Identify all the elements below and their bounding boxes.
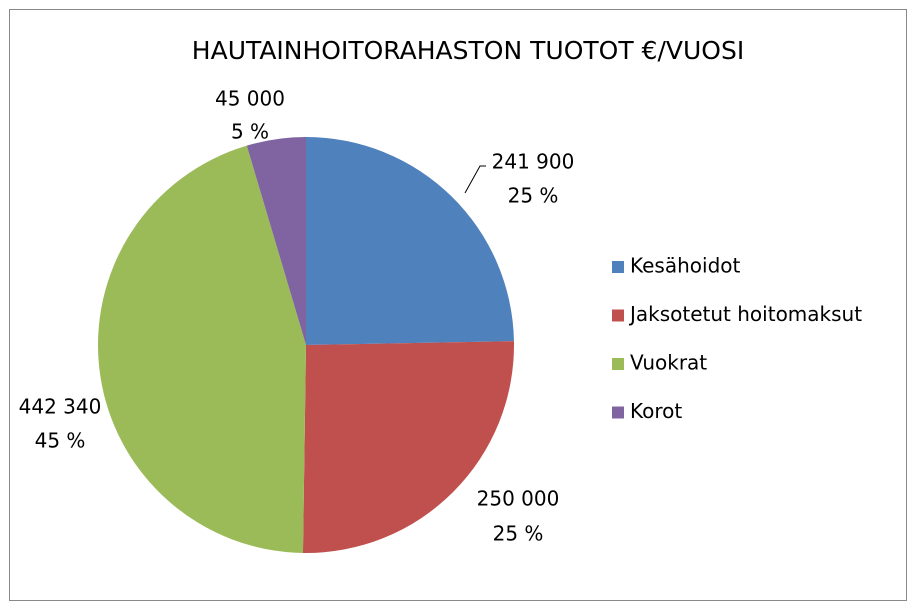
legend-label: Korot	[630, 399, 682, 423]
percent-label: 25 %	[493, 522, 544, 546]
pie-slice	[302, 341, 514, 553]
percent-label: 25 %	[508, 184, 559, 208]
value-label: 250 000	[477, 487, 560, 511]
value-label: 45 000	[215, 87, 285, 111]
legend-swatch	[612, 406, 624, 419]
percent-label: 45 %	[35, 429, 86, 453]
percent-label: 5 %	[231, 120, 269, 144]
leader-line	[464, 165, 486, 194]
pie-slice	[246, 137, 306, 345]
legend-label: Vuokrat	[630, 351, 707, 375]
pie-slice	[97, 145, 306, 553]
legend-swatch	[612, 261, 624, 273]
legend-label: Kesähoidot	[630, 254, 741, 278]
chart-title: HAUTAINHOITORAHASTON TUOTOT €/VUOSI	[192, 36, 744, 65]
value-label: 241 900	[492, 150, 575, 174]
pie-slice	[306, 137, 514, 345]
legend-swatch	[612, 358, 624, 370]
value-label: 442 340	[19, 395, 102, 419]
legend-label: Jaksotetut hoitomaksut	[628, 302, 862, 326]
legend-swatch	[612, 309, 624, 322]
